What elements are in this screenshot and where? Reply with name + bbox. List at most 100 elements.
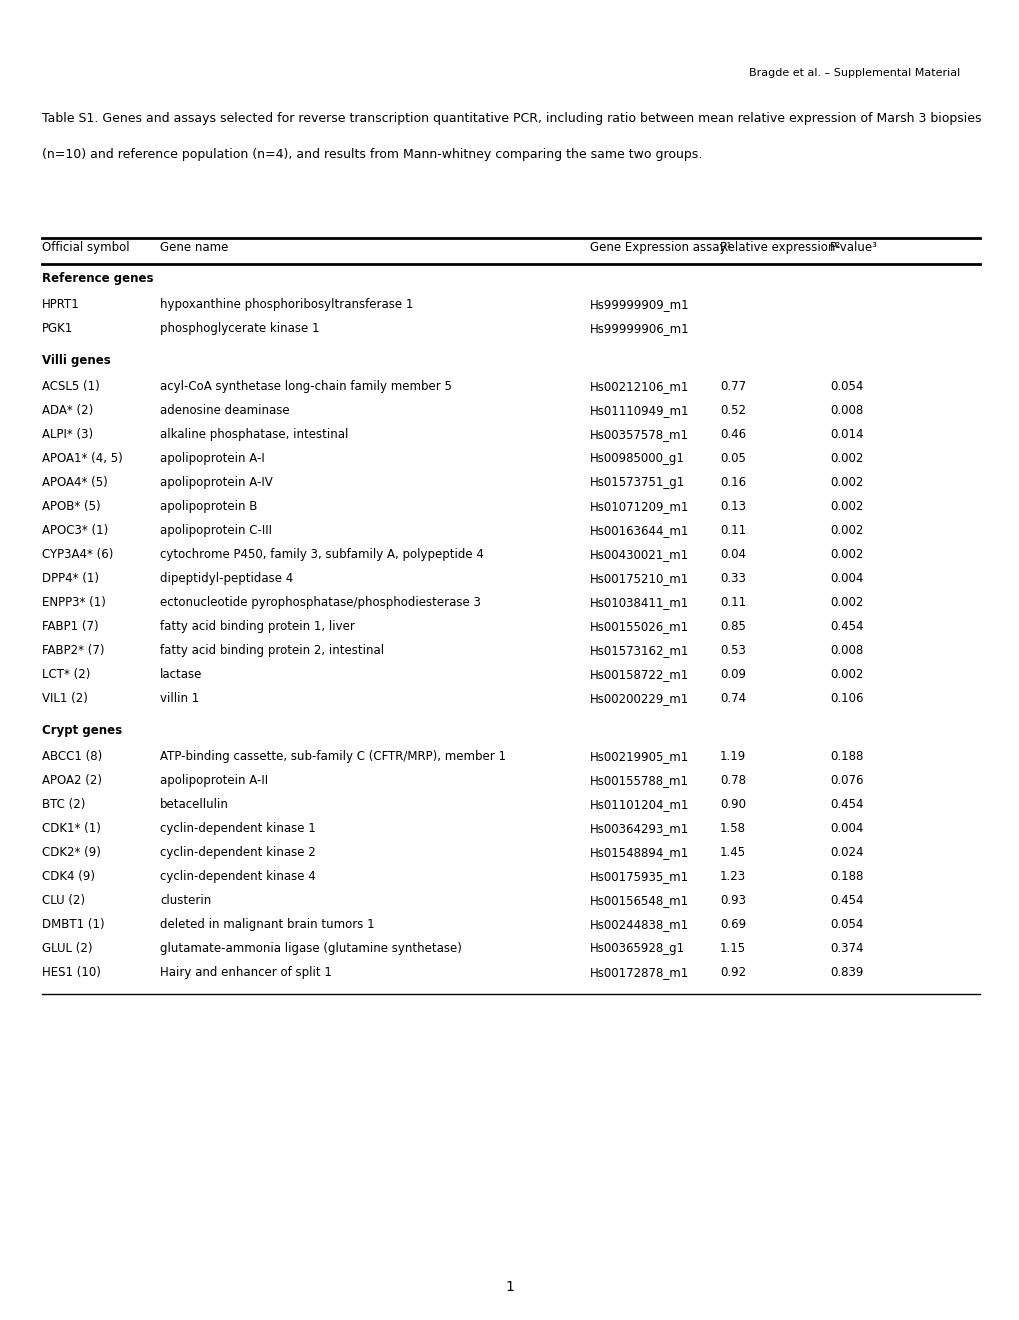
Text: Gene name: Gene name	[160, 242, 228, 253]
Text: 0.92: 0.92	[719, 966, 745, 979]
Text: P-value³: P-value³	[829, 242, 877, 253]
Text: Hs00219905_m1: Hs00219905_m1	[589, 750, 689, 763]
Text: VIL1 (2): VIL1 (2)	[42, 692, 88, 705]
Text: 0.93: 0.93	[719, 894, 745, 907]
Text: 0.002: 0.002	[829, 668, 862, 681]
Text: Hs00155788_m1: Hs00155788_m1	[589, 774, 688, 787]
Text: Hs99999909_m1: Hs99999909_m1	[589, 298, 689, 312]
Text: cyclin-dependent kinase 2: cyclin-dependent kinase 2	[160, 846, 316, 859]
Text: DPP4* (1): DPP4* (1)	[42, 572, 99, 585]
Text: acyl-CoA synthetase long-chain family member 5: acyl-CoA synthetase long-chain family me…	[160, 380, 451, 393]
Text: 0.054: 0.054	[829, 380, 862, 393]
Text: 0.52: 0.52	[719, 404, 745, 417]
Text: 0.002: 0.002	[829, 451, 862, 465]
Text: Table S1. Genes and assays selected for reverse transcription quantitative PCR, : Table S1. Genes and assays selected for …	[42, 112, 980, 125]
Text: Hs00172878_m1: Hs00172878_m1	[589, 966, 689, 979]
Text: 0.008: 0.008	[829, 404, 862, 417]
Text: PGK1: PGK1	[42, 322, 73, 335]
Text: 0.002: 0.002	[829, 500, 862, 513]
Text: Hs00212106_m1: Hs00212106_m1	[589, 380, 689, 393]
Text: betacellulin: betacellulin	[160, 799, 228, 810]
Text: Hs00985000_g1: Hs00985000_g1	[589, 451, 684, 465]
Text: apolipoprotein C-III: apolipoprotein C-III	[160, 524, 272, 537]
Text: 0.53: 0.53	[719, 644, 745, 657]
Text: cytochrome P450, family 3, subfamily A, polypeptide 4: cytochrome P450, family 3, subfamily A, …	[160, 548, 483, 561]
Text: 0.002: 0.002	[829, 548, 862, 561]
Text: Hs01101204_m1: Hs01101204_m1	[589, 799, 689, 810]
Text: 0.454: 0.454	[829, 620, 863, 634]
Text: 1.45: 1.45	[719, 846, 745, 859]
Text: 0.33: 0.33	[719, 572, 745, 585]
Text: Hs01573162_m1: Hs01573162_m1	[589, 644, 689, 657]
Text: Bragde et al. – Supplemental Material: Bragde et al. – Supplemental Material	[748, 69, 959, 78]
Text: 0.106: 0.106	[829, 692, 863, 705]
Text: glutamate-ammonia ligase (glutamine synthetase): glutamate-ammonia ligase (glutamine synt…	[160, 942, 462, 954]
Text: cyclin-dependent kinase 1: cyclin-dependent kinase 1	[160, 822, 316, 836]
Text: Hs01038411_m1: Hs01038411_m1	[589, 597, 689, 609]
Text: Hs00357578_m1: Hs00357578_m1	[589, 428, 688, 441]
Text: 0.004: 0.004	[829, 572, 862, 585]
Text: Hs01071209_m1: Hs01071209_m1	[589, 500, 689, 513]
Text: APOB* (5): APOB* (5)	[42, 500, 101, 513]
Text: deleted in malignant brain tumors 1: deleted in malignant brain tumors 1	[160, 917, 374, 931]
Text: 0.16: 0.16	[719, 477, 745, 488]
Text: 0.004: 0.004	[829, 822, 862, 836]
Text: Hs00364293_m1: Hs00364293_m1	[589, 822, 689, 836]
Text: 0.002: 0.002	[829, 597, 862, 609]
Text: Hs01110949_m1: Hs01110949_m1	[589, 404, 689, 417]
Text: 0.014: 0.014	[829, 428, 863, 441]
Text: 1.19: 1.19	[719, 750, 746, 763]
Text: dipeptidyl-peptidase 4: dipeptidyl-peptidase 4	[160, 572, 293, 585]
Text: Hairy and enhancer of split 1: Hairy and enhancer of split 1	[160, 966, 331, 979]
Text: apolipoprotein A-I: apolipoprotein A-I	[160, 451, 265, 465]
Text: 0.054: 0.054	[829, 917, 862, 931]
Text: 0.05: 0.05	[719, 451, 745, 465]
Text: hypoxanthine phosphoribosyltransferase 1: hypoxanthine phosphoribosyltransferase 1	[160, 298, 413, 312]
Text: CYP3A4* (6): CYP3A4* (6)	[42, 548, 113, 561]
Text: Hs01548894_m1: Hs01548894_m1	[589, 846, 689, 859]
Text: APOA1* (4, 5): APOA1* (4, 5)	[42, 451, 122, 465]
Text: 0.024: 0.024	[829, 846, 863, 859]
Text: Hs01573751_g1: Hs01573751_g1	[589, 477, 685, 488]
Text: 0.188: 0.188	[829, 870, 862, 883]
Text: Hs00156548_m1: Hs00156548_m1	[589, 894, 689, 907]
Text: Official symbol: Official symbol	[42, 242, 129, 253]
Text: ENPP3* (1): ENPP3* (1)	[42, 597, 106, 609]
Text: 0.11: 0.11	[719, 524, 745, 537]
Text: Reference genes: Reference genes	[42, 272, 153, 285]
Text: HES1 (10): HES1 (10)	[42, 966, 101, 979]
Text: 0.74: 0.74	[719, 692, 745, 705]
Text: CDK2* (9): CDK2* (9)	[42, 846, 101, 859]
Text: 1: 1	[505, 1280, 514, 1294]
Text: (n=10) and reference population (n=4), and results from Mann-whitney comparing t: (n=10) and reference population (n=4), a…	[42, 148, 701, 161]
Text: Villi genes: Villi genes	[42, 354, 111, 367]
Text: APOA2 (2): APOA2 (2)	[42, 774, 102, 787]
Text: 0.076: 0.076	[829, 774, 863, 787]
Text: ALPI* (3): ALPI* (3)	[42, 428, 93, 441]
Text: 1.23: 1.23	[719, 870, 745, 883]
Text: 0.46: 0.46	[719, 428, 745, 441]
Text: 0.78: 0.78	[719, 774, 745, 787]
Text: 0.839: 0.839	[829, 966, 862, 979]
Text: 0.11: 0.11	[719, 597, 745, 609]
Text: Crypt genes: Crypt genes	[42, 723, 122, 737]
Text: Hs00430021_m1: Hs00430021_m1	[589, 548, 689, 561]
Text: 1.58: 1.58	[719, 822, 745, 836]
Text: apolipoprotein A-IV: apolipoprotein A-IV	[160, 477, 272, 488]
Text: Hs00155026_m1: Hs00155026_m1	[589, 620, 689, 634]
Text: ACSL5 (1): ACSL5 (1)	[42, 380, 100, 393]
Text: apolipoprotein B: apolipoprotein B	[160, 500, 257, 513]
Text: Hs00158722_m1: Hs00158722_m1	[589, 668, 689, 681]
Text: 0.002: 0.002	[829, 477, 862, 488]
Text: ABCC1 (8): ABCC1 (8)	[42, 750, 102, 763]
Text: 0.69: 0.69	[719, 917, 745, 931]
Text: ADA* (2): ADA* (2)	[42, 404, 93, 417]
Text: clusterin: clusterin	[160, 894, 211, 907]
Text: Hs00175935_m1: Hs00175935_m1	[589, 870, 689, 883]
Text: 1.15: 1.15	[719, 942, 745, 954]
Text: 0.008: 0.008	[829, 644, 862, 657]
Text: ectonucleotide pyrophosphatase/phosphodiesterase 3: ectonucleotide pyrophosphatase/phosphodi…	[160, 597, 480, 609]
Text: cyclin-dependent kinase 4: cyclin-dependent kinase 4	[160, 870, 316, 883]
Text: CDK1* (1): CDK1* (1)	[42, 822, 101, 836]
Text: CDK4 (9): CDK4 (9)	[42, 870, 95, 883]
